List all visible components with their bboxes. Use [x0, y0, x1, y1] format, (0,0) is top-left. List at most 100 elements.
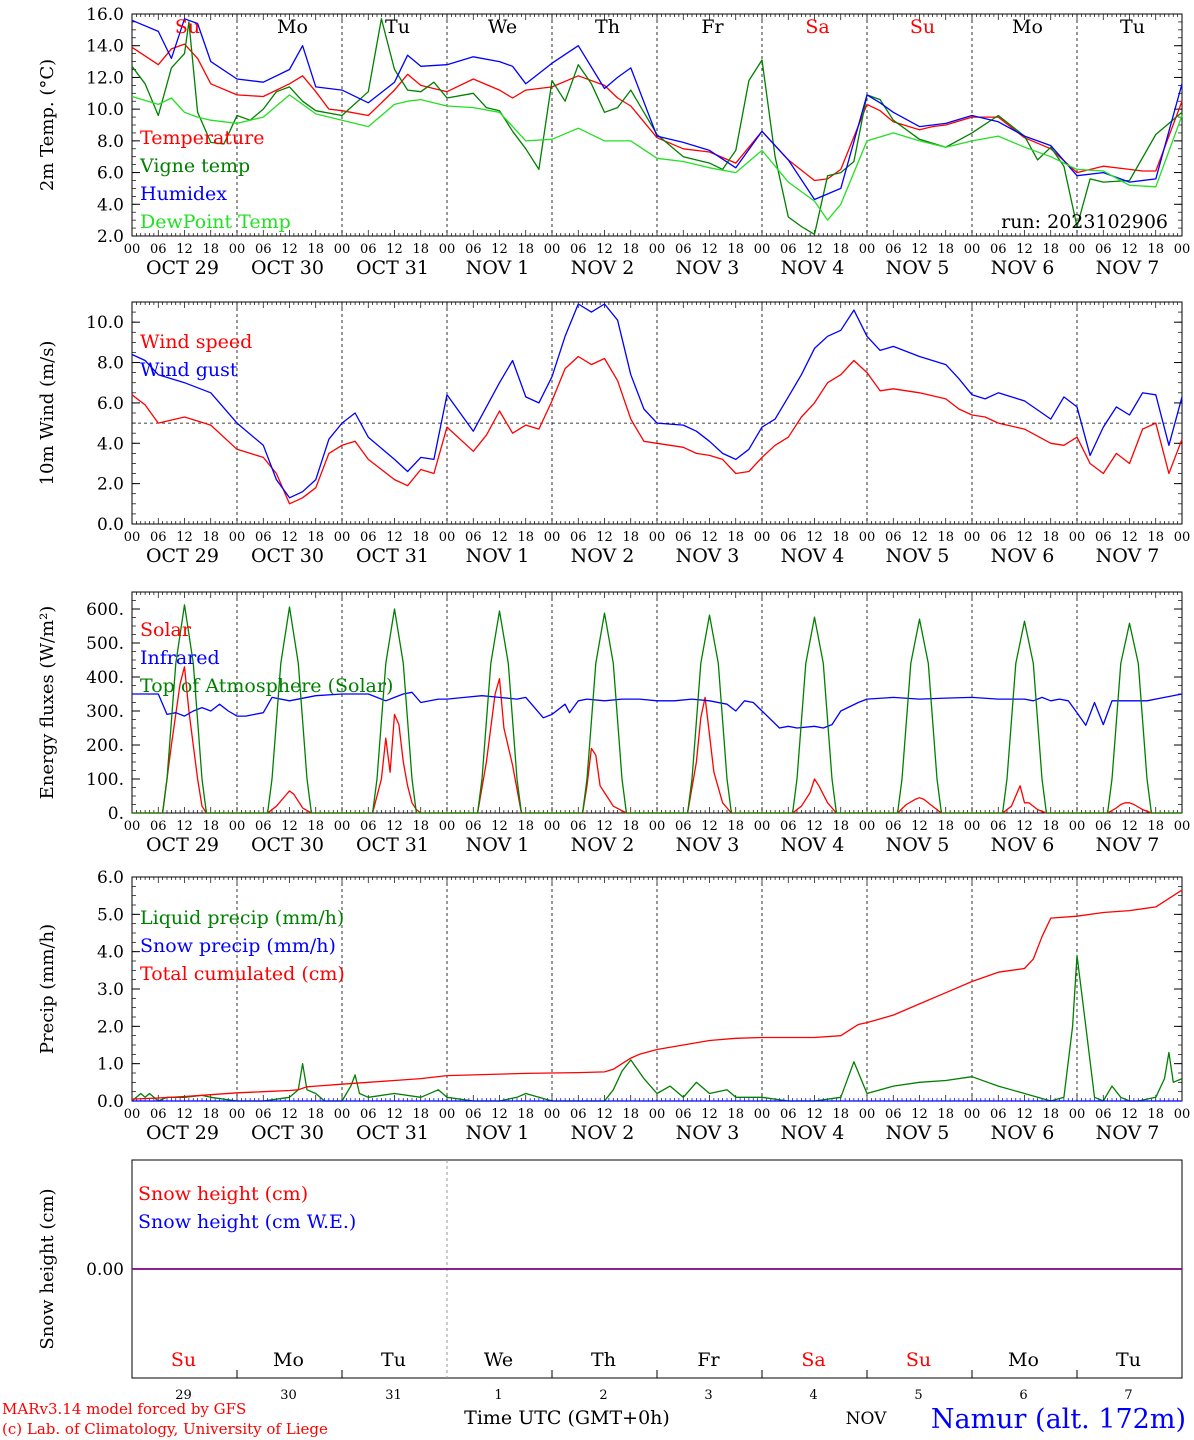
hour-label: 00	[439, 1107, 456, 1122]
hour-label: 00	[754, 530, 771, 545]
hour-label: 06	[570, 530, 587, 545]
day-date-label: NOV 7	[1096, 1122, 1160, 1144]
hour-label: 00	[754, 242, 771, 257]
legend-entry: Wind speed	[140, 331, 252, 353]
hour-label: 12	[281, 242, 298, 257]
series-line-wind-speed	[131, 355, 1183, 505]
hour-label: 06	[1095, 1107, 1112, 1122]
hour-label: 12	[806, 1107, 823, 1122]
hour-label: 00	[439, 242, 456, 257]
hour-label: 18	[307, 1107, 324, 1122]
y-tick-label: 2.0	[97, 1017, 124, 1037]
hour-label: 00	[859, 1107, 876, 1122]
hour-label: 18	[1147, 819, 1164, 834]
day-date-label: NOV 2	[571, 834, 635, 856]
legend-entry: Top of Atmosphere (Solar)	[140, 675, 393, 697]
weekday-label-bottom: Sa	[801, 1349, 825, 1371]
hour-label: 00	[1069, 1107, 1086, 1122]
y-tick-label: 2.0	[97, 227, 124, 247]
hour-label: 18	[307, 530, 324, 545]
hour-label: 18	[937, 530, 954, 545]
hour-label: 00	[544, 819, 561, 834]
day-date-label: OCT 31	[356, 545, 429, 567]
legend-entry: Temperature	[140, 127, 264, 149]
series-line-infrared	[132, 691, 1183, 729]
y-tick-label: 1.0	[97, 1055, 124, 1075]
hour-label: 00	[334, 242, 351, 257]
y-tick-label: 2.0	[97, 475, 124, 495]
hour-label: 18	[937, 242, 954, 257]
hour-label: 12	[1016, 819, 1033, 834]
hour-label: 18	[412, 1107, 429, 1122]
weekday-label: Tu	[1120, 16, 1145, 38]
y-tick-label: 200.	[86, 736, 124, 756]
day-date-label: NOV 6	[991, 545, 1055, 567]
y-tick-label: 0.0	[97, 1092, 124, 1112]
hour-label: 12	[1121, 530, 1138, 545]
day-date-label: OCT 31	[356, 257, 429, 279]
y-tick-label: 0.00	[86, 1260, 124, 1280]
weekday-label: Sa	[805, 16, 829, 38]
y-tick-label: 0.0	[97, 515, 124, 535]
y-axis-label: 2m Temp. (°C)	[37, 59, 58, 191]
day-number-label: 6	[1019, 1388, 1027, 1403]
legend-entry: Total cumulated (cm)	[140, 963, 345, 985]
day-date-label: OCT 29	[146, 834, 219, 856]
panel-precip: 0.0 1.0 2.0 3.0 4.0 5.0 6.0 Precip (mm/h) Liquid…	[37, 868, 1190, 1144]
hour-label: 12	[596, 819, 613, 834]
hour-label: 00	[1069, 242, 1086, 257]
day-number-label: 31	[385, 1388, 402, 1403]
hour-label: 06	[360, 1107, 377, 1122]
weekday-label: Tu	[385, 16, 410, 38]
hour-label: 06	[990, 819, 1007, 834]
hour-label: 00	[544, 1107, 561, 1122]
hour-label: 12	[491, 1107, 508, 1122]
hour-label: 18	[307, 242, 324, 257]
y-tick-label: 8.0	[97, 354, 124, 374]
hour-label: 18	[832, 242, 849, 257]
weekday-label: Mo	[1012, 16, 1043, 38]
hour-label: 00	[1069, 819, 1086, 834]
lab-credit: (c) Lab. of Climatology, University of L…	[2, 1420, 328, 1438]
hour-label: 00	[649, 530, 666, 545]
hour-label: 06	[780, 819, 797, 834]
weekday-label-bottom: Mo	[1008, 1349, 1039, 1371]
hour-label: 12	[1121, 1107, 1138, 1122]
hour-label: 18	[1042, 819, 1059, 834]
hour-label: 06	[465, 819, 482, 834]
day-date-label: NOV 6	[991, 257, 1055, 279]
hour-label: 00	[334, 819, 351, 834]
hour-label: 00	[754, 1107, 771, 1122]
day-date-label: NOV 1	[466, 257, 530, 279]
hour-label: 06	[990, 242, 1007, 257]
hour-label: 18	[832, 1107, 849, 1122]
hour-label: 06	[360, 242, 377, 257]
hour-label: 12	[176, 1107, 193, 1122]
series-line-vigne-temp	[131, 18, 1183, 236]
day-date-label: NOV 1	[466, 834, 530, 856]
hour-label: 06	[465, 1107, 482, 1122]
day-date-label: NOV 3	[676, 1122, 740, 1144]
hour-label: 12	[596, 1107, 613, 1122]
hour-label: 12	[1121, 242, 1138, 257]
hour-label: 00	[124, 242, 141, 257]
hour-label: 12	[1016, 530, 1033, 545]
hour-label: 18	[202, 242, 219, 257]
day-date-label: NOV 1	[466, 545, 530, 567]
hour-label: 00	[649, 242, 666, 257]
hour-label: 12	[806, 242, 823, 257]
hour-label: 18	[622, 530, 639, 545]
station-label: Namur (alt. 172m)	[931, 1404, 1186, 1435]
day-date-label: NOV 3	[676, 545, 740, 567]
y-axis-label: Energy fluxes (W/m²)	[37, 606, 58, 800]
hour-label: 12	[386, 1107, 403, 1122]
hour-label: 00	[1174, 1107, 1191, 1122]
hour-label: 12	[701, 819, 718, 834]
series-line-temperature	[131, 43, 1183, 182]
hour-label: 18	[727, 1107, 744, 1122]
day-date-label: NOV 4	[781, 1122, 845, 1144]
y-tick-label: 14.0	[86, 37, 124, 57]
hour-label: 18	[307, 819, 324, 834]
y-tick-label: 4.0	[97, 434, 124, 454]
y-tick-label: 500.	[86, 634, 124, 654]
